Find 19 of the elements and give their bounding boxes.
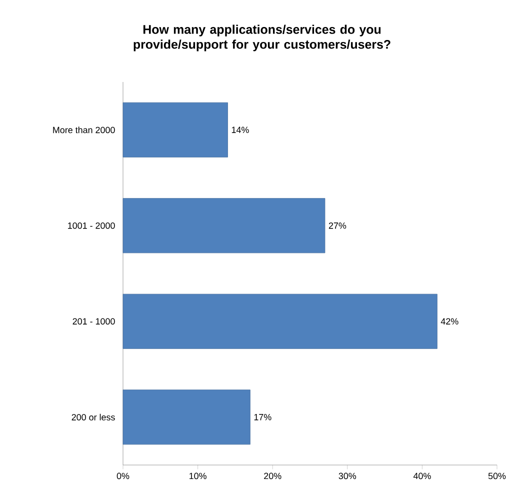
chart-title: How many applications/services do you provide/support for your customers/users? (134, 24, 390, 52)
bar (122, 390, 250, 445)
x-tick-label: 0% (116, 472, 130, 480)
bar (122, 294, 438, 349)
x-tick-label: 30% (338, 472, 356, 480)
bar (122, 102, 228, 158)
bar (122, 198, 326, 254)
x-tick-label: 10% (190, 472, 206, 480)
y-tick-label: 201 - 1000 (72, 318, 115, 325)
data-label: 27% (328, 222, 346, 229)
x-tick-label: 20% (264, 472, 282, 480)
data-label: 14% (232, 126, 249, 134)
x-tick-label: 50% (488, 472, 506, 480)
y-tick-label: 1001 - 2000 (68, 222, 115, 229)
data-label: 17% (254, 414, 272, 420)
y-tick-label: 200 or less (72, 414, 115, 420)
x-tick-label: 40% (413, 472, 431, 480)
data-label: 42% (440, 318, 458, 325)
y-tick-label: More than 2000 (53, 126, 115, 134)
